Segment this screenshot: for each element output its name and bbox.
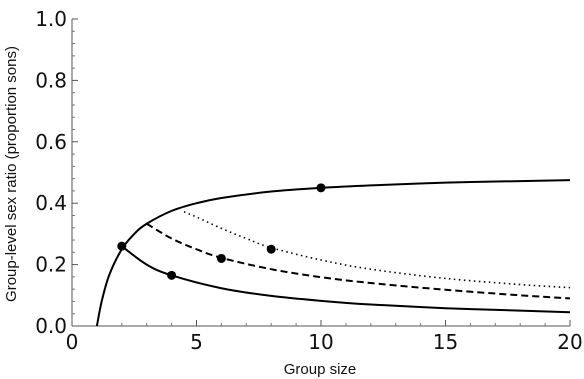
y-tick-label: 0.4 xyxy=(35,191,67,215)
x-tick-label: 10 xyxy=(308,330,333,354)
data-points xyxy=(117,183,326,280)
series-line-2 xyxy=(121,245,571,314)
x-axis-label: Group size xyxy=(284,361,357,378)
series-line-3 xyxy=(146,222,571,300)
y-tick-label: 1.0 xyxy=(35,7,67,31)
y-axis-label: Group-level sex ratio (proportion sons) xyxy=(3,46,20,302)
minor-ticks xyxy=(72,30,546,326)
series-lines xyxy=(95,179,571,327)
x-tick-label: 20 xyxy=(557,330,582,354)
y-tick-label: 0.2 xyxy=(35,253,67,277)
x-tick-label: 5 xyxy=(190,330,203,354)
y-tick-label: 0.8 xyxy=(35,68,67,92)
major-ticks xyxy=(71,18,571,327)
x-tick-label: 0 xyxy=(66,330,79,354)
data-point xyxy=(167,270,177,280)
data-point xyxy=(117,241,127,251)
data-point xyxy=(216,253,226,263)
data-point xyxy=(266,244,276,254)
series-line-4 xyxy=(183,211,571,289)
tick-labels: 0 5 10 15 20 0.0 0.2 0.4 0.6 0.8 1.0 xyxy=(35,7,583,354)
x-tick-label: 15 xyxy=(433,330,458,354)
series-line-1 xyxy=(95,179,571,327)
y-tick-label: 0.0 xyxy=(35,314,67,338)
axes xyxy=(71,19,570,327)
data-point xyxy=(316,183,326,193)
y-tick-label: 0.6 xyxy=(35,130,67,154)
